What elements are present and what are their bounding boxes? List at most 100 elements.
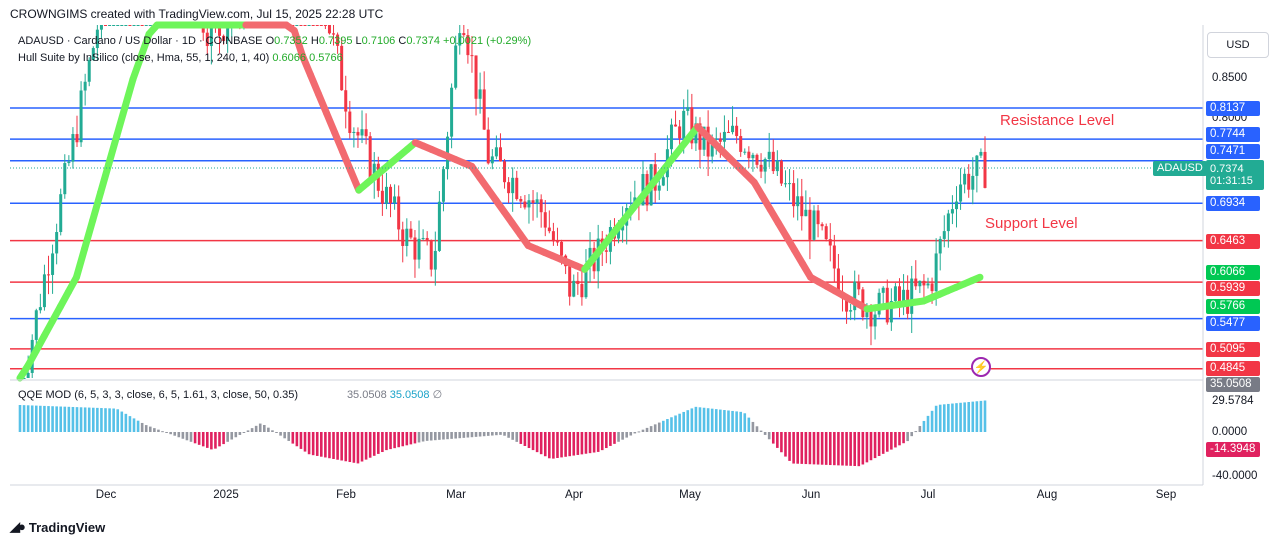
candle-body [926,283,930,286]
candle-body [417,238,421,260]
qqe-bar [507,432,510,438]
hull-segment [968,273,984,285]
candle-body [205,32,209,47]
candle-body [34,310,38,340]
x-tick: Feb [336,489,356,501]
qqe-bar [368,432,372,458]
qqe-bar [735,411,738,432]
qqe-bar [173,432,177,436]
qqe-bar [592,432,596,453]
candle-body [323,25,327,26]
qqe-bar [96,407,99,432]
qqe-bar [377,432,380,454]
qqe-bar [714,409,718,432]
qqe-bar [739,411,742,432]
qqe-bar [442,432,445,440]
qqe-bar [503,432,506,436]
qqe-bar [833,432,836,466]
candle-body [344,90,348,112]
candle-body [747,151,751,159]
hull-label: Hull Suite by InSilico (close, Hma, 55, … [18,52,270,64]
qqe-bar [918,426,922,432]
candle-body [934,253,938,292]
qqe-bar [865,432,869,463]
hull-segment [129,53,145,83]
qqe-bar [584,432,588,454]
hull-segment [72,245,89,281]
qqe-bar [356,432,360,464]
low-label: L [355,35,362,47]
qqe-bar [947,403,950,432]
qqe-bar [816,432,820,465]
currency-selector[interactable]: USD [1207,32,1269,58]
qqe-bar [674,415,677,432]
qqe-bar [776,432,779,448]
qqe-bar [263,424,266,432]
qqe-bar [560,432,563,458]
qqe-bar [548,432,551,459]
qqe-bar [311,432,315,456]
candle-body [356,131,360,136]
qqe-bar [401,432,405,447]
candle-body [657,185,661,191]
candle-body [311,25,315,26]
qqe-bar [250,428,254,432]
candle-body [967,173,971,190]
qqe-histogram [18,400,987,467]
qqe-bar [425,432,429,441]
candle-body [775,160,779,172]
candle-body [474,55,478,99]
close-value: 0.7374 [406,35,440,47]
qqe-bar [438,432,441,440]
candle-body [661,177,665,186]
candle-body [75,134,79,143]
candle-body [128,25,132,26]
candle-body [437,201,441,251]
qqe-bar [670,417,673,432]
qqe-bar [218,432,221,447]
candle-body [295,25,299,26]
qqe-bar [922,420,926,432]
qqe-bar [706,408,710,432]
qqe-value-3: ∅ [432,389,443,401]
candle-body [845,298,849,312]
candle-body [380,190,384,204]
candle-body [942,231,946,239]
qqe-bar [234,432,238,438]
hull-value-2: 0.5766 [309,52,343,64]
candle-body [824,226,828,240]
qqe-bar [959,402,962,432]
qqe-bar [938,404,942,432]
candle-body [71,134,75,162]
candle-body [918,280,922,287]
qqe-bar [226,432,229,442]
qqe-bar [22,405,26,432]
qqe-bar [837,432,840,466]
candle-body [714,138,718,140]
qqe-bar [519,432,523,444]
qqe-bar [914,431,918,433]
qqe-bar [474,432,478,437]
qqe-bar [63,406,67,432]
qqe-bar [621,432,624,440]
candle-body [132,25,136,26]
qqe-bar [763,432,767,435]
candle-body [352,131,356,133]
qqe-bar [161,431,164,433]
qqe-bar [812,432,816,465]
lightning-icon[interactable]: ⚡ [971,357,991,377]
candle-body [470,55,474,57]
qqe-bar [197,432,201,445]
qqe-bar [47,406,50,432]
candle-body [91,48,95,60]
qqe-bar [307,432,311,455]
candle-body [226,26,230,41]
qqe-bar [405,432,409,446]
candle-body [686,107,690,111]
hull-segment [81,217,97,253]
qqe-bar [539,432,543,455]
candle-body [348,111,352,133]
qqe-bar [39,405,42,432]
x-tick: Jul [920,489,936,501]
